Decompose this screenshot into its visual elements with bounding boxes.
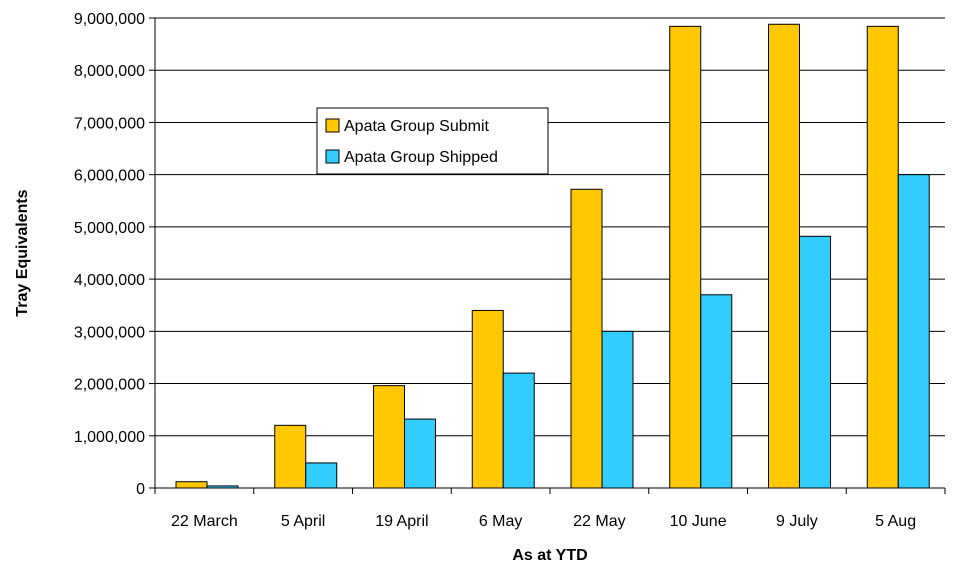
bar-shipped [799, 235, 831, 489]
y-tick-label: 9,000,000 [74, 11, 145, 28]
x-tick-label: 22 May [573, 513, 625, 530]
legend-swatch [325, 118, 340, 133]
bar-submit [175, 481, 208, 489]
bar-shipped [305, 462, 338, 489]
bar-shipped [502, 372, 535, 489]
legend: Apata Group Submit Apata Group Shipped [316, 107, 549, 175]
y-tick-label: 8,000,000 [74, 63, 145, 80]
y-tick-label: 2,000,000 [74, 377, 145, 394]
bar-shipped [601, 330, 634, 489]
bar-submit [866, 25, 899, 489]
y-axis-title: Tray Equivalents [14, 189, 31, 316]
bar-submit [570, 188, 603, 489]
legend-label: Apata Group Submit [344, 118, 490, 135]
bar-submit [274, 424, 307, 489]
y-tick-label: 4,000,000 [74, 272, 145, 289]
y-tick-label: 0 [136, 481, 145, 498]
y-tick-label: 1,000,000 [74, 429, 145, 446]
x-tick-label: 19 April [375, 513, 428, 530]
gridlines [155, 17, 945, 437]
bar-shipped [404, 418, 436, 489]
axes [149, 17, 946, 494]
x-tick-label: 5 April [281, 513, 325, 530]
y-tick-label: 7,000,000 [74, 115, 145, 132]
x-tick-label: 22 March [171, 513, 238, 530]
x-tick-label: 10 June [670, 513, 727, 530]
bars [175, 23, 930, 489]
x-tick-label: 5 Aug [875, 513, 916, 530]
y-tick-label: 6,000,000 [74, 168, 145, 185]
bar-submit [768, 23, 800, 489]
bar-submit [471, 309, 504, 489]
x-tick-label: 6 May [479, 513, 523, 530]
y-tick-label: 3,000,000 [74, 324, 145, 341]
bar-submit [373, 385, 405, 489]
tick-labels: 0 1,000,000 2,000,000 3,000,000 4,000,000 5,0… [74, 11, 916, 530]
bar-submit [669, 25, 702, 489]
x-tick-label: 9 July [776, 513, 818, 530]
x-axis-title: As at YTD [512, 547, 587, 564]
legend-box [316, 107, 549, 175]
y-tick-label: 5,000,000 [74, 220, 145, 237]
bar-shipped [897, 174, 930, 489]
legend-label: Apata Group Shipped [344, 149, 498, 166]
bar-shipped [700, 294, 733, 489]
legend-swatch [325, 149, 340, 164]
